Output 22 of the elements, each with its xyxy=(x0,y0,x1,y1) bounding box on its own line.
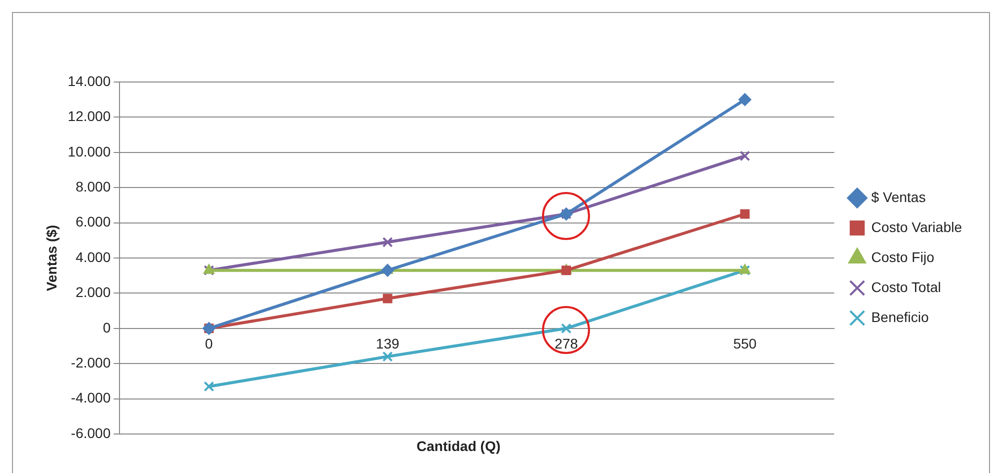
y-tick-label: -2.000 xyxy=(70,354,111,370)
x-tick-label: 0 xyxy=(205,336,214,352)
y-tick-label: -4.000 xyxy=(70,390,111,406)
x-tick-label: 550 xyxy=(733,336,757,352)
x-axis-title: Cantidad (Q) xyxy=(416,438,502,454)
y-tick-label: 8.000 xyxy=(76,178,111,194)
legend-label: Costo Variable xyxy=(871,218,962,235)
legend-label: Costo Fijo xyxy=(871,248,934,265)
y-tick-label: 10.000 xyxy=(68,143,111,160)
y-tick-label: 14.000 xyxy=(68,72,111,89)
legend-label: $ Ventas xyxy=(871,188,926,205)
legend-label: Costo Total xyxy=(871,278,941,295)
y-axis-title: Ventas ($) xyxy=(43,224,60,292)
y-tick-label: 6.000 xyxy=(76,214,111,230)
y-tick-label: 4.000 xyxy=(76,248,111,265)
y-tick-label: 12.000 xyxy=(68,108,111,124)
y-tick-label: 0 xyxy=(102,319,111,336)
y-tick-label: -6.000 xyxy=(70,424,111,441)
x-tick-label: 139 xyxy=(376,336,400,352)
y-tick-label: 2.000 xyxy=(76,284,111,300)
legend-label: Beneficio xyxy=(871,308,930,325)
x-tick-label: 278 xyxy=(554,336,578,352)
